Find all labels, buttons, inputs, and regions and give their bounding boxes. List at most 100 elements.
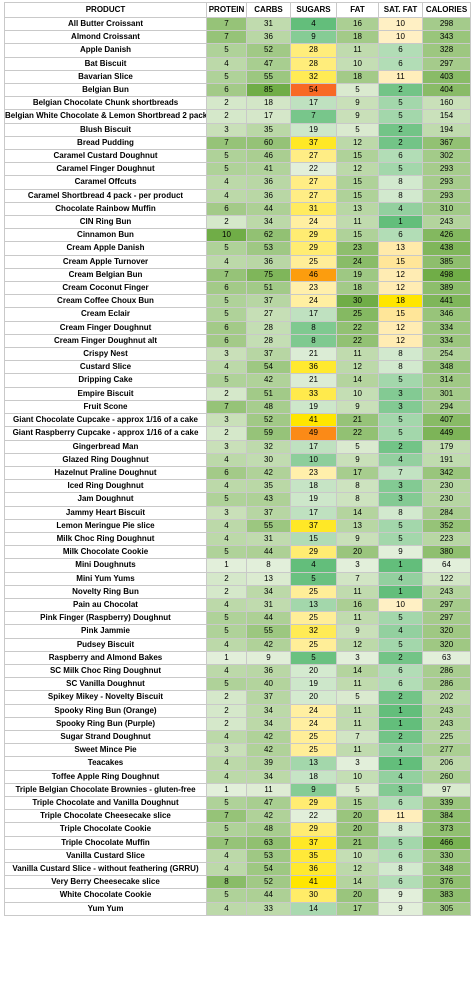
fat-cell: 16	[336, 16, 379, 32]
sat-fat-cell: 10	[378, 597, 423, 613]
table-row: Blush Biscuit 3 35 19 5 2 194	[4, 122, 471, 137]
fat-cell: 14	[336, 875, 379, 890]
product-cell: Iced Ring Doughnut	[4, 479, 207, 494]
carbs-cell: 35	[246, 479, 291, 494]
product-cell: Triple Chocolate Cookie	[4, 822, 207, 837]
product-cell: Novelty Ring Bun	[4, 584, 207, 599]
sugars-cell: 41	[290, 875, 337, 890]
protein-cell: 2	[206, 96, 247, 111]
protein-cell: 2	[206, 690, 247, 705]
fat-cell: 13	[336, 518, 379, 533]
product-cell: Toffee Apple Ring Doughnut	[4, 769, 207, 784]
protein-cell: 5	[206, 888, 247, 903]
sugars-cell: 13	[290, 756, 337, 771]
fat-cell: 14	[336, 373, 379, 388]
calories-cell: 498	[422, 267, 471, 283]
protein-cell: 6	[206, 83, 247, 98]
sat-fat-cell: 6	[378, 149, 423, 164]
carbs-cell: 55	[246, 69, 291, 85]
sat-fat-cell: 5	[378, 373, 423, 388]
product-cell: Cream Coconut Finger	[4, 281, 207, 296]
calories-cell: 206	[422, 756, 471, 771]
product-cell: Triple Belgian Chocolate Brownies - glut…	[4, 782, 207, 797]
calories-cell: 160	[422, 96, 471, 111]
sat-fat-cell: 15	[378, 307, 423, 322]
protein-cell: 2	[206, 703, 247, 718]
sugars-cell: 21	[290, 373, 337, 388]
product-cell: Pink Jammie	[4, 624, 207, 639]
sat-fat-cell: 5	[378, 426, 423, 441]
sugars-cell: 17	[290, 96, 337, 111]
calories-cell: 293	[422, 162, 471, 177]
sugars-cell: 24	[290, 703, 337, 718]
sat-fat-cell: 8	[378, 347, 423, 362]
table-row: Hazelnut Praline Doughnut 6 42 23 17 7 342	[4, 465, 471, 481]
sat-fat-cell: 4	[378, 452, 423, 467]
sat-fat-cell: 8	[378, 505, 423, 520]
calories-cell: 466	[422, 835, 471, 850]
calories-cell: 367	[422, 135, 471, 151]
table-row: Cream Eclair 5 27 17 25 15 346	[4, 307, 471, 322]
fat-cell: 12	[336, 162, 379, 177]
fat-cell: 12	[336, 360, 379, 375]
protein-cell: 10	[206, 228, 247, 243]
calories-cell: 342	[422, 465, 471, 481]
sugars-cell: 29	[290, 545, 337, 560]
fat-cell: 21	[336, 413, 379, 428]
product-cell: Caramel Custard Doughnut	[4, 149, 207, 164]
protein-cell: 5	[206, 241, 247, 256]
table-row: Gingerbread Man 3 32 17 5 2 179	[4, 439, 471, 454]
product-cell: All Butter Croissant	[4, 16, 207, 32]
product-cell: White Chocolate Cookie	[4, 888, 207, 903]
table-row: Yum Yum 4 33 14 17 9 305	[4, 901, 471, 916]
sat-fat-cell: 2	[378, 690, 423, 705]
protein-cell: 6	[206, 465, 247, 481]
protein-cell: 4	[206, 637, 247, 652]
sat-fat-cell: 5	[378, 413, 423, 428]
product-cell: Sweet Mince Pie	[4, 743, 207, 758]
table-row: Spikey Mikey - Novelty Biscuit 2 37 20 5 2 202	[4, 690, 471, 705]
carbs-cell: 42	[246, 637, 291, 652]
protein-cell: 3	[206, 743, 247, 758]
protein-cell: 4	[206, 663, 247, 679]
product-cell: Cream Belgian Bun	[4, 267, 207, 283]
carbs-cell: 44	[246, 888, 291, 903]
protein-cell: 5	[206, 611, 247, 626]
fat-cell: 5	[336, 690, 379, 705]
carbs-cell: 42	[246, 465, 291, 481]
protein-cell: 1	[206, 558, 247, 573]
sat-fat-cell: 10	[378, 16, 423, 32]
sat-fat-cell: 8	[378, 188, 423, 203]
carbs-cell: 75	[246, 267, 291, 283]
sat-fat-cell: 1	[378, 215, 423, 230]
product-cell: Triple Chocolate Muffin	[4, 835, 207, 850]
calories-cell: 449	[422, 426, 471, 441]
fat-cell: 9	[336, 531, 379, 547]
fat-cell: 9	[336, 109, 379, 124]
calories-cell: 383	[422, 888, 471, 903]
table-row: White Chocolate Cookie 5 44 30 20 9 383	[4, 888, 471, 903]
protein-cell: 5	[206, 492, 247, 507]
sugars-cell: 8	[290, 320, 337, 335]
calories-cell: 202	[422, 690, 471, 705]
sugars-cell: 25	[290, 611, 337, 626]
fat-cell: 22	[336, 333, 379, 349]
carbs-cell: 62	[246, 228, 291, 243]
protein-cell: 6	[206, 201, 247, 217]
sat-fat-cell: 12	[378, 281, 423, 296]
product-cell: Caramel Offcuts	[4, 175, 207, 190]
table-row: Apple Danish 5 52 28 11 6 328	[4, 43, 471, 58]
fat-cell: 21	[336, 835, 379, 850]
fat-cell: 11	[336, 611, 379, 626]
product-cell: Vanilla Custard Slice	[4, 848, 207, 864]
sugars-cell: 27	[290, 149, 337, 164]
carbs-cell: 34	[246, 716, 291, 731]
product-cell: Triple Chocolate Cheesecake slice	[4, 809, 207, 824]
header-product: PRODUCT	[4, 2, 207, 18]
calories-cell: 64	[422, 558, 471, 573]
sugars-cell: 25	[290, 637, 337, 652]
sat-fat-cell: 4	[378, 201, 423, 217]
table-row: Cream Coffee Choux Bun 5 37 24 30 18 441	[4, 294, 471, 309]
calories-cell: 385	[422, 254, 471, 269]
carbs-cell: 44	[246, 611, 291, 626]
